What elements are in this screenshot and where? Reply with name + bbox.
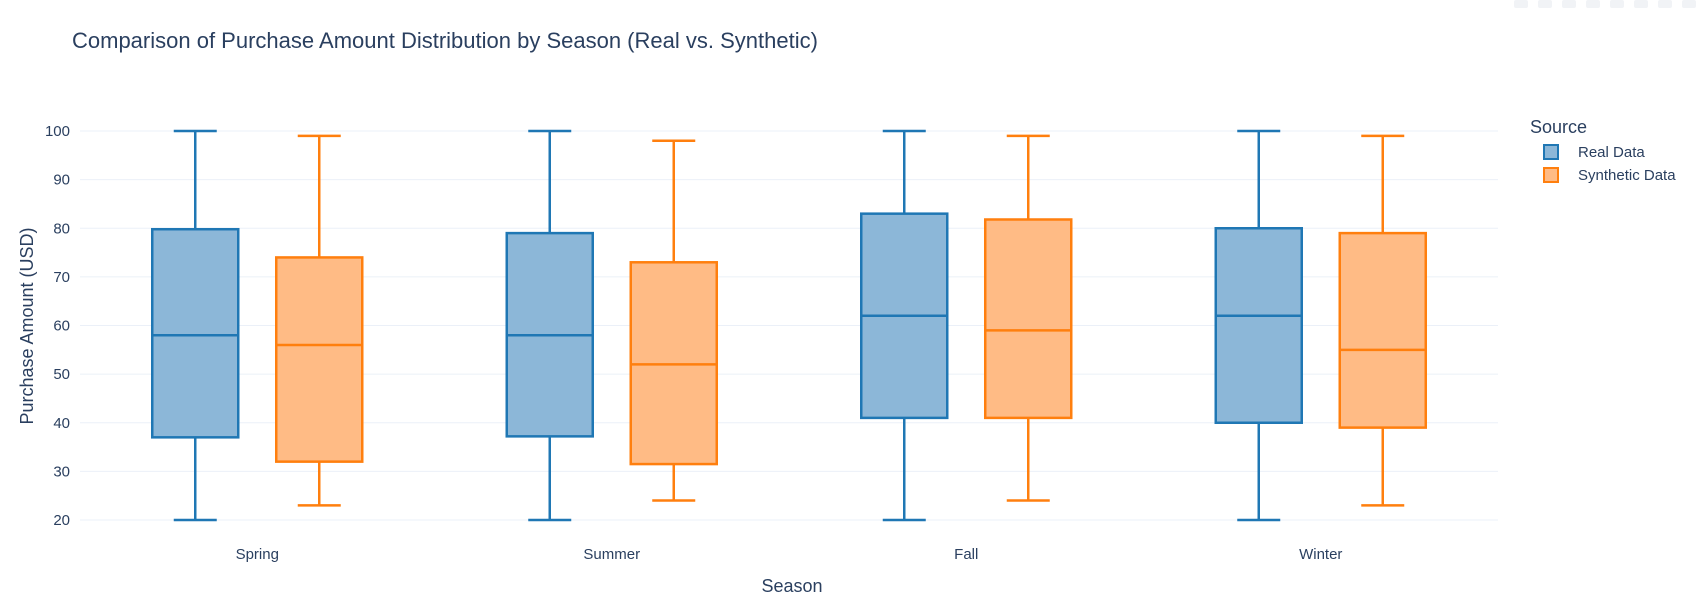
y-tick-label: 70 [53,269,70,286]
legend-items[interactable]: Real Data Synthetic Data [1543,144,1676,184]
legend-label: Real Data [1578,144,1645,161]
legend-item-real[interactable]: Real Data [1543,144,1645,161]
box-traces [151,129,1427,522]
legend-item-synthetic[interactable]: Synthetic Data [1543,167,1676,184]
reset-axes-icon[interactable] [1658,0,1672,8]
y-axis-ticks: 20 30 40 50 60 70 80 90 100 [45,123,70,529]
box-winter-real [1214,129,1303,522]
legend[interactable]: Source Real Data Synthetic Data [1530,117,1676,184]
box-summer-real [505,129,594,522]
x-tick-label: Summer [583,546,640,563]
box-summer-synthetic [629,139,718,502]
box-fall-real [860,129,949,522]
y-tick-label: 20 [53,512,70,529]
y-tick-label: 100 [45,123,70,140]
iqr-box [1214,227,1303,424]
camera-icon[interactable] [1514,0,1528,8]
chart-title: Comparison of Purchase Amount Distributi… [72,28,818,53]
box-fall-synthetic [984,134,1073,502]
legend-swatch [1543,144,1559,160]
box-spring-synthetic [275,134,364,507]
x-axis-ticks: Spring Summer Fall Winter [236,546,1343,563]
chart-toolbar[interactable] [1514,0,1696,8]
lasso-icon[interactable] [1610,0,1624,8]
y-tick-label: 90 [53,172,70,189]
legend-label: Synthetic Data [1578,167,1676,184]
x-tick-label: Winter [1299,546,1342,563]
zoom-icon[interactable] [1538,0,1552,8]
y-tick-label: 60 [53,318,70,335]
iqr-box [1338,231,1427,429]
iqr-box [984,218,1073,420]
box-winter-synthetic [1338,134,1427,507]
iqr-box [275,256,364,463]
legend-swatch [1543,167,1559,183]
pan-icon[interactable] [1562,0,1576,8]
x-axis-title: Season [761,576,822,596]
x-tick-label: Fall [954,546,978,563]
y-axis-title: Purchase Amount (USD) [17,227,37,424]
y-tick-label: 80 [53,220,70,237]
autoscale-icon[interactable] [1634,0,1648,8]
y-tick-label: 40 [53,415,70,432]
y-tick-label: 50 [53,366,70,383]
box-spring-real [151,129,240,522]
x-tick-label: Spring [236,546,279,563]
legend-title: Source [1530,117,1587,137]
box-select-icon[interactable] [1586,0,1600,8]
iqr-box [151,227,240,439]
plotly-logo-icon[interactable] [1682,0,1696,8]
y-tick-label: 30 [53,463,70,480]
